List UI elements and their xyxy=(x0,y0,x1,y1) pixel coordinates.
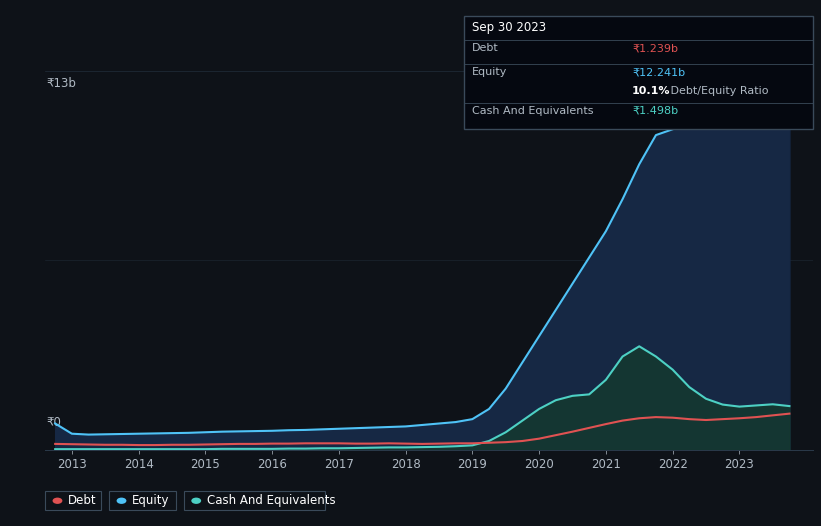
Text: ₹13b: ₹13b xyxy=(47,77,76,90)
Text: ₹1.498b: ₹1.498b xyxy=(632,106,678,116)
Text: ₹12.241b: ₹12.241b xyxy=(632,67,686,77)
Text: Debt: Debt xyxy=(68,494,97,507)
Text: Equity: Equity xyxy=(132,494,170,507)
Text: Sep 30 2023: Sep 30 2023 xyxy=(472,21,546,34)
Text: Debt/Equity Ratio: Debt/Equity Ratio xyxy=(667,86,768,96)
Text: Equity: Equity xyxy=(472,67,507,77)
Text: Debt: Debt xyxy=(472,43,499,53)
Text: ₹1.239b: ₹1.239b xyxy=(632,43,678,53)
Text: Cash And Equivalents: Cash And Equivalents xyxy=(472,106,594,116)
Text: Cash And Equivalents: Cash And Equivalents xyxy=(207,494,336,507)
Text: ₹0: ₹0 xyxy=(47,416,62,429)
Text: 10.1%: 10.1% xyxy=(632,86,671,96)
